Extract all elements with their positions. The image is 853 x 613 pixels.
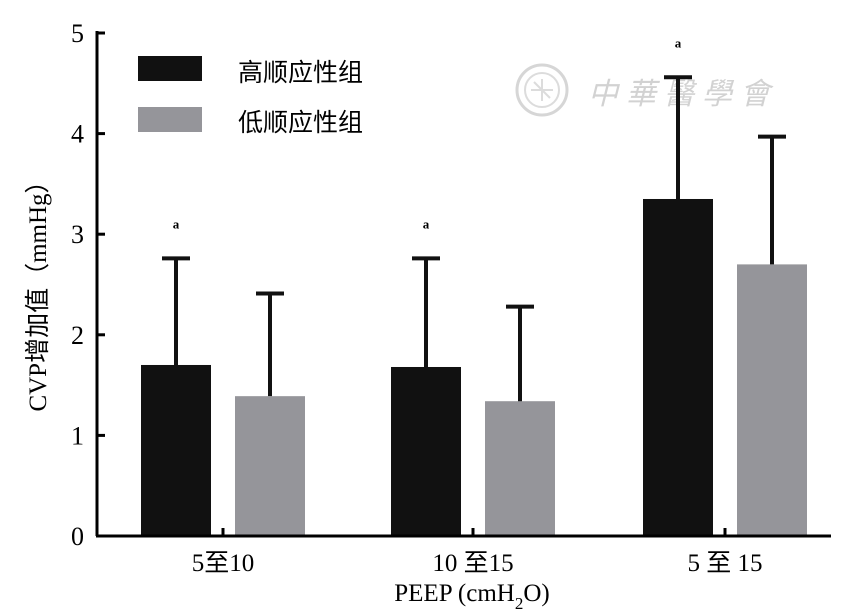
- x-axis-title: PEEP (cmH2O): [394, 580, 549, 613]
- bar-low-2: [485, 401, 555, 536]
- y-axis-title: CVP增加值（mmHg）: [24, 168, 52, 411]
- y-tick-label-3: 3: [71, 220, 84, 249]
- x-tick-label-1: 5至10: [192, 550, 255, 577]
- x-ticks: 5至10 10 至15 5 至 15: [192, 528, 763, 577]
- legend-swatch-high: [138, 56, 202, 81]
- watermark-text: 中華醫學會: [588, 77, 778, 112]
- error-bars-layer: [162, 75, 786, 402]
- x-axis-title-subscript: 2: [515, 594, 524, 613]
- significance-mark-3: a: [675, 35, 682, 50]
- significance-mark-1: a: [173, 216, 180, 231]
- x-axis-title-main: PEEP (cmH: [394, 580, 515, 607]
- bar-high-1: [141, 364, 211, 536]
- bar-high-3: [643, 198, 713, 537]
- significance-mark-2: a: [423, 216, 430, 231]
- y-tick-label-0: 0: [71, 522, 84, 551]
- y-tick-label-5: 5: [71, 19, 84, 48]
- y-tick-label-2: 2: [71, 321, 84, 350]
- bars-layer: [141, 198, 807, 537]
- bar-low-1: [235, 396, 305, 536]
- y-tick-label-4: 4: [71, 120, 84, 149]
- bar-high-2: [391, 366, 461, 536]
- legend-label-high: 高顺应性组: [238, 58, 363, 87]
- x-tick-label-3: 5 至 15: [687, 550, 762, 577]
- x-tick-label-2: 10 至15: [432, 550, 513, 577]
- watermark: 中華醫學會: [515, 63, 778, 117]
- bar-low-3: [737, 264, 807, 536]
- legend: 高顺应性组 低顺应性组: [138, 56, 363, 137]
- legend-swatch-low: [138, 107, 202, 132]
- x-axis-title-tail: O): [523, 580, 549, 607]
- legend-label-low: 低顺应性组: [238, 108, 363, 137]
- y-tick-label-1: 1: [71, 421, 84, 450]
- watermark-seal-icon: [515, 63, 569, 117]
- y-ticks: 0 1 2 3 4 5: [71, 19, 105, 551]
- significance-marks-layer: a a a: [173, 35, 682, 231]
